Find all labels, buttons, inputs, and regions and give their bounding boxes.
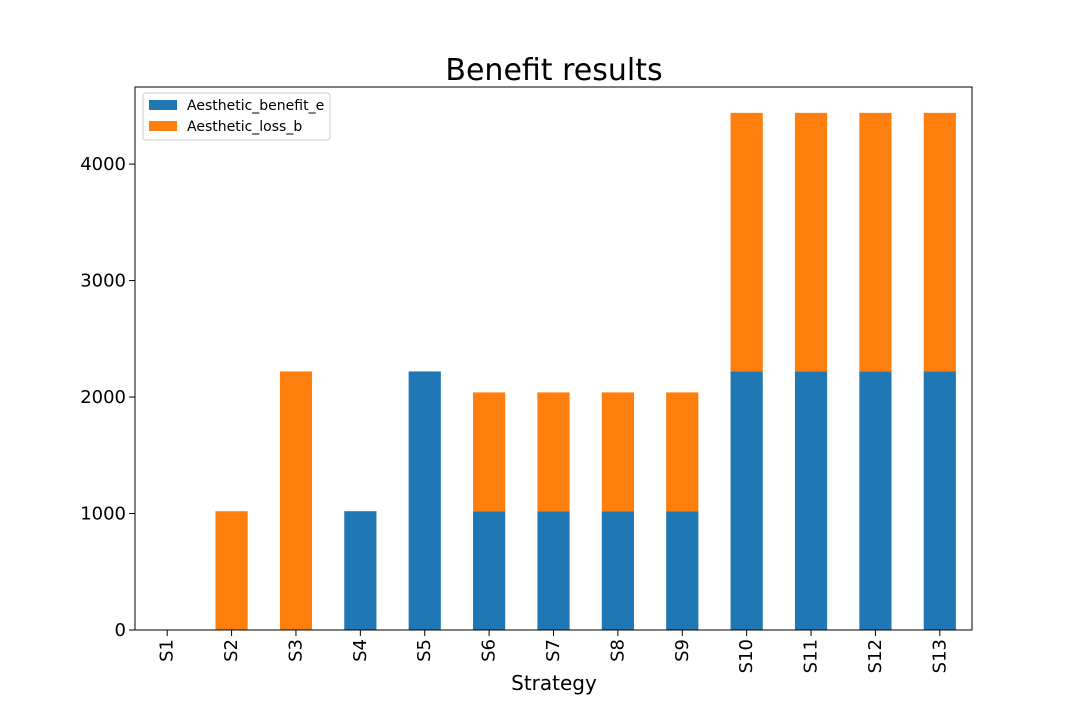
bar-s8-series-2 [601,392,634,512]
bar-s5-series-1 [408,371,441,630]
bar-s6-series-1 [473,511,506,630]
bar-s10-series-1 [730,371,763,630]
x-tick-label: S3 [285,639,306,662]
legend-label: Aesthetic_benefit_e [187,98,324,114]
bar-s12-series-2 [859,112,892,372]
bar-s4-series-1 [344,511,377,630]
bar-s13-series-1 [923,371,956,630]
bar-s3-series-2 [279,371,313,630]
x-tick-label: S2 [221,639,242,662]
x-tick-label: S11 [801,639,822,673]
bar-s2-series-2 [215,511,248,630]
y-tick-label: 1000 [80,504,126,525]
x-tick-label: S10 [736,639,757,673]
x-tick-label: S7 [543,639,564,662]
y-tick-label: 2000 [80,387,126,408]
bar-s9-series-2 [666,392,699,512]
legend-box [142,92,331,141]
x-axis-title: Strategy [511,671,597,695]
x-tick-label: S12 [865,639,886,673]
x-tick-label: S9 [672,639,693,662]
x-tick-label: S5 [414,639,435,662]
legend-swatch [149,100,177,110]
axes-layer: 0 1000 2000 3000 4000 S1 S2 S3 S4 S5 S6 S7 S8 S9 S10 S1… [80,86,973,673]
bar-s7-series-2 [537,392,570,512]
bar-s10-series-2 [730,112,763,372]
x-tick-label: S13 [929,639,950,673]
bar-s13-series-2 [923,112,956,372]
legend: Aesthetic_benefit_e Aesthetic_loss_b [142,92,331,141]
y-tick-label: 0 [115,620,126,641]
x-tick-label: S8 [607,639,628,662]
bar-s7-series-1 [537,511,570,630]
bar-s11-series-2 [794,112,828,372]
bar-s11-series-1 [794,371,828,630]
bar-s9-series-1 [666,511,699,630]
x-tick-label: S1 [157,639,178,662]
bar-s6-series-2 [473,392,506,512]
x-tick-label: S4 [350,639,371,662]
y-tick-label: 4000 [80,154,126,175]
bar-s8-series-1 [601,511,634,630]
legend-swatch [149,121,177,131]
bar-s12-series-1 [859,371,892,630]
bars-layer [215,112,956,630]
x-tick-label: S6 [479,639,500,662]
y-tick-label: 3000 [80,271,126,292]
legend-label: Aesthetic_loss_b [187,119,302,135]
chart-title: Benefit results [445,53,662,88]
